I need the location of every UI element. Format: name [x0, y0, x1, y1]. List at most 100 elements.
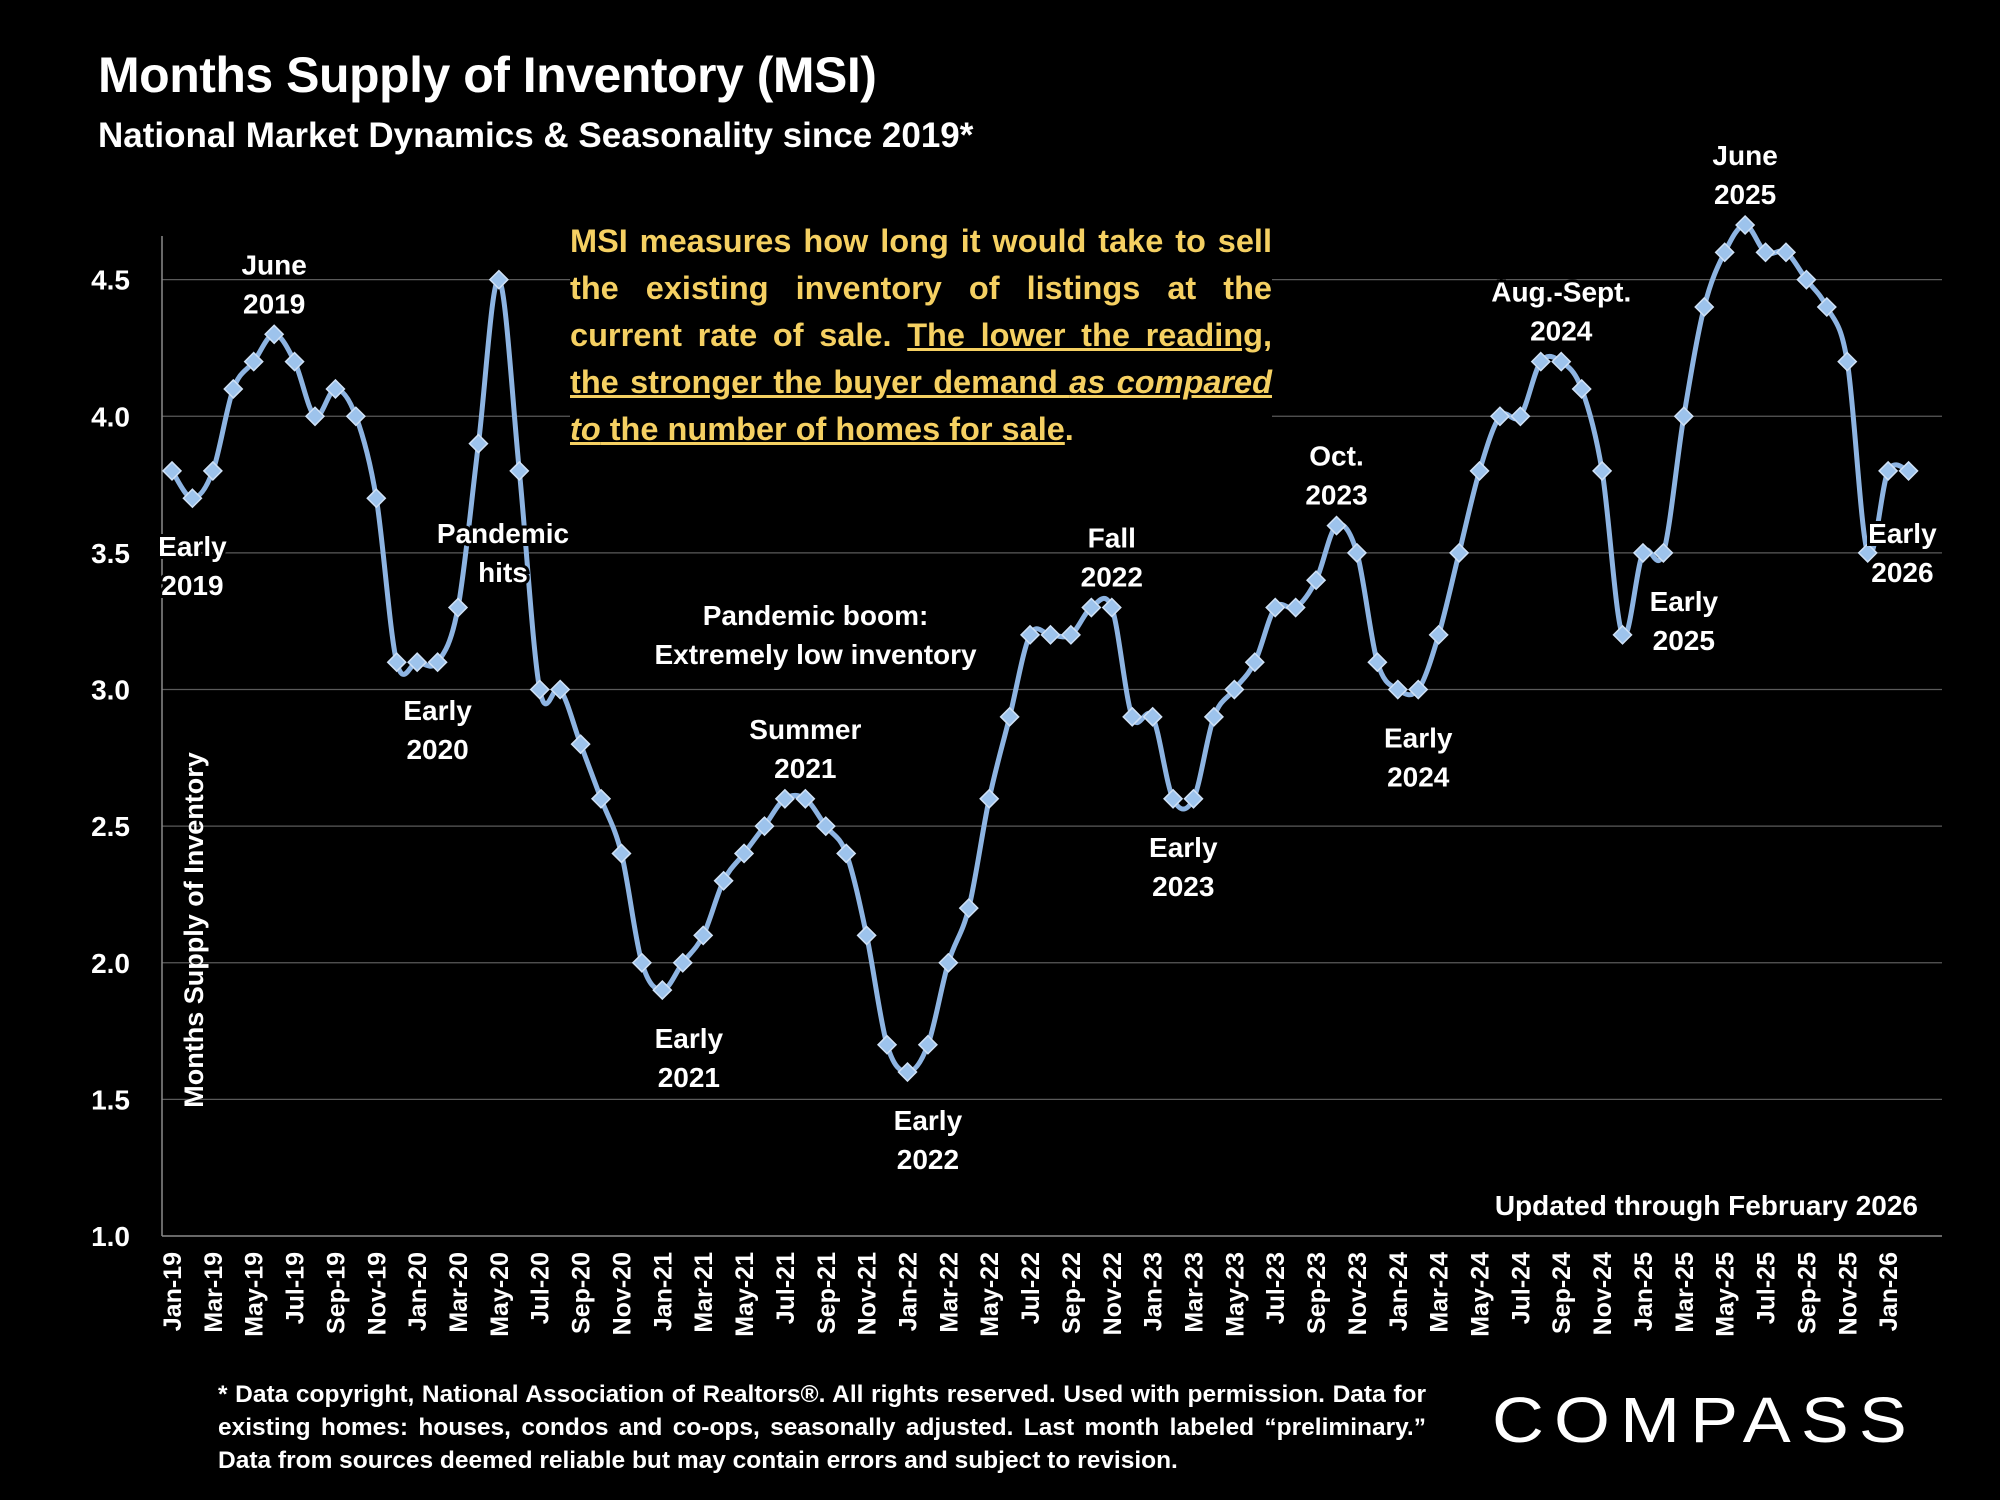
annotation-label: Early 2025 [1650, 586, 1719, 656]
data-point-marker [284, 351, 305, 372]
data-point-marker [386, 652, 407, 673]
data-point-marker [1878, 460, 1899, 481]
data-point-marker [1060, 624, 1081, 645]
data-point-marker [1755, 242, 1776, 263]
x-tick-label: Mar-19 [200, 1252, 228, 1333]
annotation-label: Early 2023 [1149, 832, 1218, 902]
note-text-5: . [1064, 411, 1074, 447]
data-point-marker [1837, 351, 1858, 372]
data-point-marker [979, 788, 1000, 809]
data-point-marker [1285, 597, 1306, 618]
data-point-marker [1040, 624, 1061, 645]
note-text-2: The lower the reading, the stronger the … [570, 317, 1273, 400]
x-tick-label: Jul-20 [527, 1252, 555, 1324]
data-point-marker [223, 378, 244, 400]
data-point-marker [1122, 706, 1143, 727]
data-point-marker [1571, 378, 1592, 400]
y-tick-label: 3.0 [91, 675, 130, 706]
x-tick-label: Jan-23 [1140, 1252, 1168, 1331]
data-point-marker [876, 1034, 898, 1055]
data-point-marker [631, 952, 652, 973]
note-text-1: MSI measures how long it would take to s… [570, 223, 1272, 353]
note-text-4: the number of homes for sale [600, 411, 1065, 447]
data-point-marker [1857, 542, 1878, 563]
data-point-marker [1612, 624, 1633, 645]
annotation-label: Early 2022 [894, 1105, 963, 1175]
data-point-marker [1326, 515, 1347, 536]
annotation-label: Fall 2022 [1081, 523, 1143, 593]
data-point-marker [999, 706, 1020, 727]
data-point-marker [550, 679, 571, 700]
data-point-marker [509, 460, 530, 481]
data-point-marker [1694, 296, 1715, 318]
x-tick-label: Jul-22 [1017, 1252, 1045, 1324]
data-point-marker [366, 488, 387, 509]
y-tick-label: 2.0 [91, 948, 130, 979]
data-point-marker [917, 1034, 938, 1055]
x-tick-label: Jan-20 [404, 1252, 432, 1331]
x-tick-label: Sep-21 [813, 1252, 841, 1334]
annotation-label: June 2025 [1712, 140, 1777, 210]
y-tick-label: 4.0 [91, 401, 130, 432]
x-tick-label: Jul-25 [1753, 1252, 1781, 1324]
x-tick-label: Mar-21 [690, 1252, 718, 1333]
chart-subtitle: National Market Dynamics & Seasonality s… [98, 116, 974, 155]
x-tick-label: Jan-22 [894, 1252, 922, 1331]
data-point-marker [1469, 460, 1490, 481]
y-tick-label: 3.5 [91, 538, 130, 569]
annotation-label: Early 2026 [1868, 518, 1937, 588]
data-point-marker [1142, 706, 1163, 727]
data-point-marker [1489, 406, 1511, 427]
data-point-marker [1265, 597, 1286, 618]
annotation-label: Early 2021 [655, 1023, 724, 1093]
data-point-marker [1183, 788, 1204, 809]
msi-explanation-note: MSI measures how long it would take to s… [570, 218, 1272, 453]
x-tick-label: Nov-19 [363, 1252, 391, 1335]
updated-through-label: Updated through February 2026 [1494, 1190, 1918, 1221]
x-tick-label: Jan-24 [1385, 1252, 1413, 1331]
data-point-marker [1101, 597, 1122, 618]
annotation-label: Oct. 2023 [1305, 441, 1367, 511]
data-point-marker [1346, 542, 1368, 563]
compass-logo: COMPASS [1492, 1384, 1917, 1456]
data-point-marker [1019, 624, 1041, 645]
x-tick-label: Jul-21 [772, 1252, 800, 1324]
data-point-marker [468, 433, 489, 454]
data-point-marker [325, 378, 346, 400]
x-tick-label: Jul-23 [1262, 1252, 1290, 1324]
x-tick-label: May-23 [1221, 1252, 1249, 1337]
x-tick-label: Sep-19 [322, 1252, 350, 1334]
x-tick-label: Mar-23 [1181, 1252, 1209, 1333]
x-tick-label: Nov-23 [1344, 1252, 1372, 1335]
y-axis-title: Months Supply of Inventory [179, 752, 209, 1108]
x-tick-label: Jul-24 [1507, 1252, 1535, 1324]
data-point-marker [1714, 242, 1735, 263]
x-tick-label: Jan-26 [1875, 1252, 1903, 1331]
data-point-marker [243, 351, 264, 372]
x-tick-label: Sep-24 [1548, 1252, 1576, 1334]
data-point-marker [1632, 542, 1654, 563]
data-point-marker [1224, 679, 1245, 700]
data-point-marker [1387, 679, 1408, 700]
data-point-marker [938, 952, 959, 973]
x-tick-label: May-21 [731, 1252, 759, 1337]
data-point-marker [427, 652, 448, 673]
data-point-marker [652, 980, 673, 1001]
svg-text:COMPASS: COMPASS [1492, 1384, 1917, 1456]
x-tick-label: May-20 [486, 1252, 514, 1337]
annotation-label: Pandemic hits [437, 518, 569, 588]
data-point-marker [407, 652, 428, 673]
x-tick-label: Sep-22 [1058, 1252, 1086, 1334]
annotation-label: Summer 2021 [749, 714, 861, 784]
x-tick-label: Nov-24 [1589, 1252, 1617, 1335]
data-point-marker [836, 843, 857, 864]
x-tick-label: May-19 [241, 1252, 269, 1337]
annotation-label: Early 2020 [403, 695, 472, 765]
x-tick-label: May-22 [976, 1252, 1004, 1337]
data-point-marker [202, 460, 223, 481]
data-point-marker [345, 406, 366, 427]
annotation-label: Aug.-Sept. 2024 [1491, 277, 1631, 347]
data-point-marker [304, 406, 326, 427]
data-footnote: * Data copyright, National Association o… [218, 1381, 1426, 1474]
x-tick-label: Nov-25 [1834, 1252, 1862, 1335]
